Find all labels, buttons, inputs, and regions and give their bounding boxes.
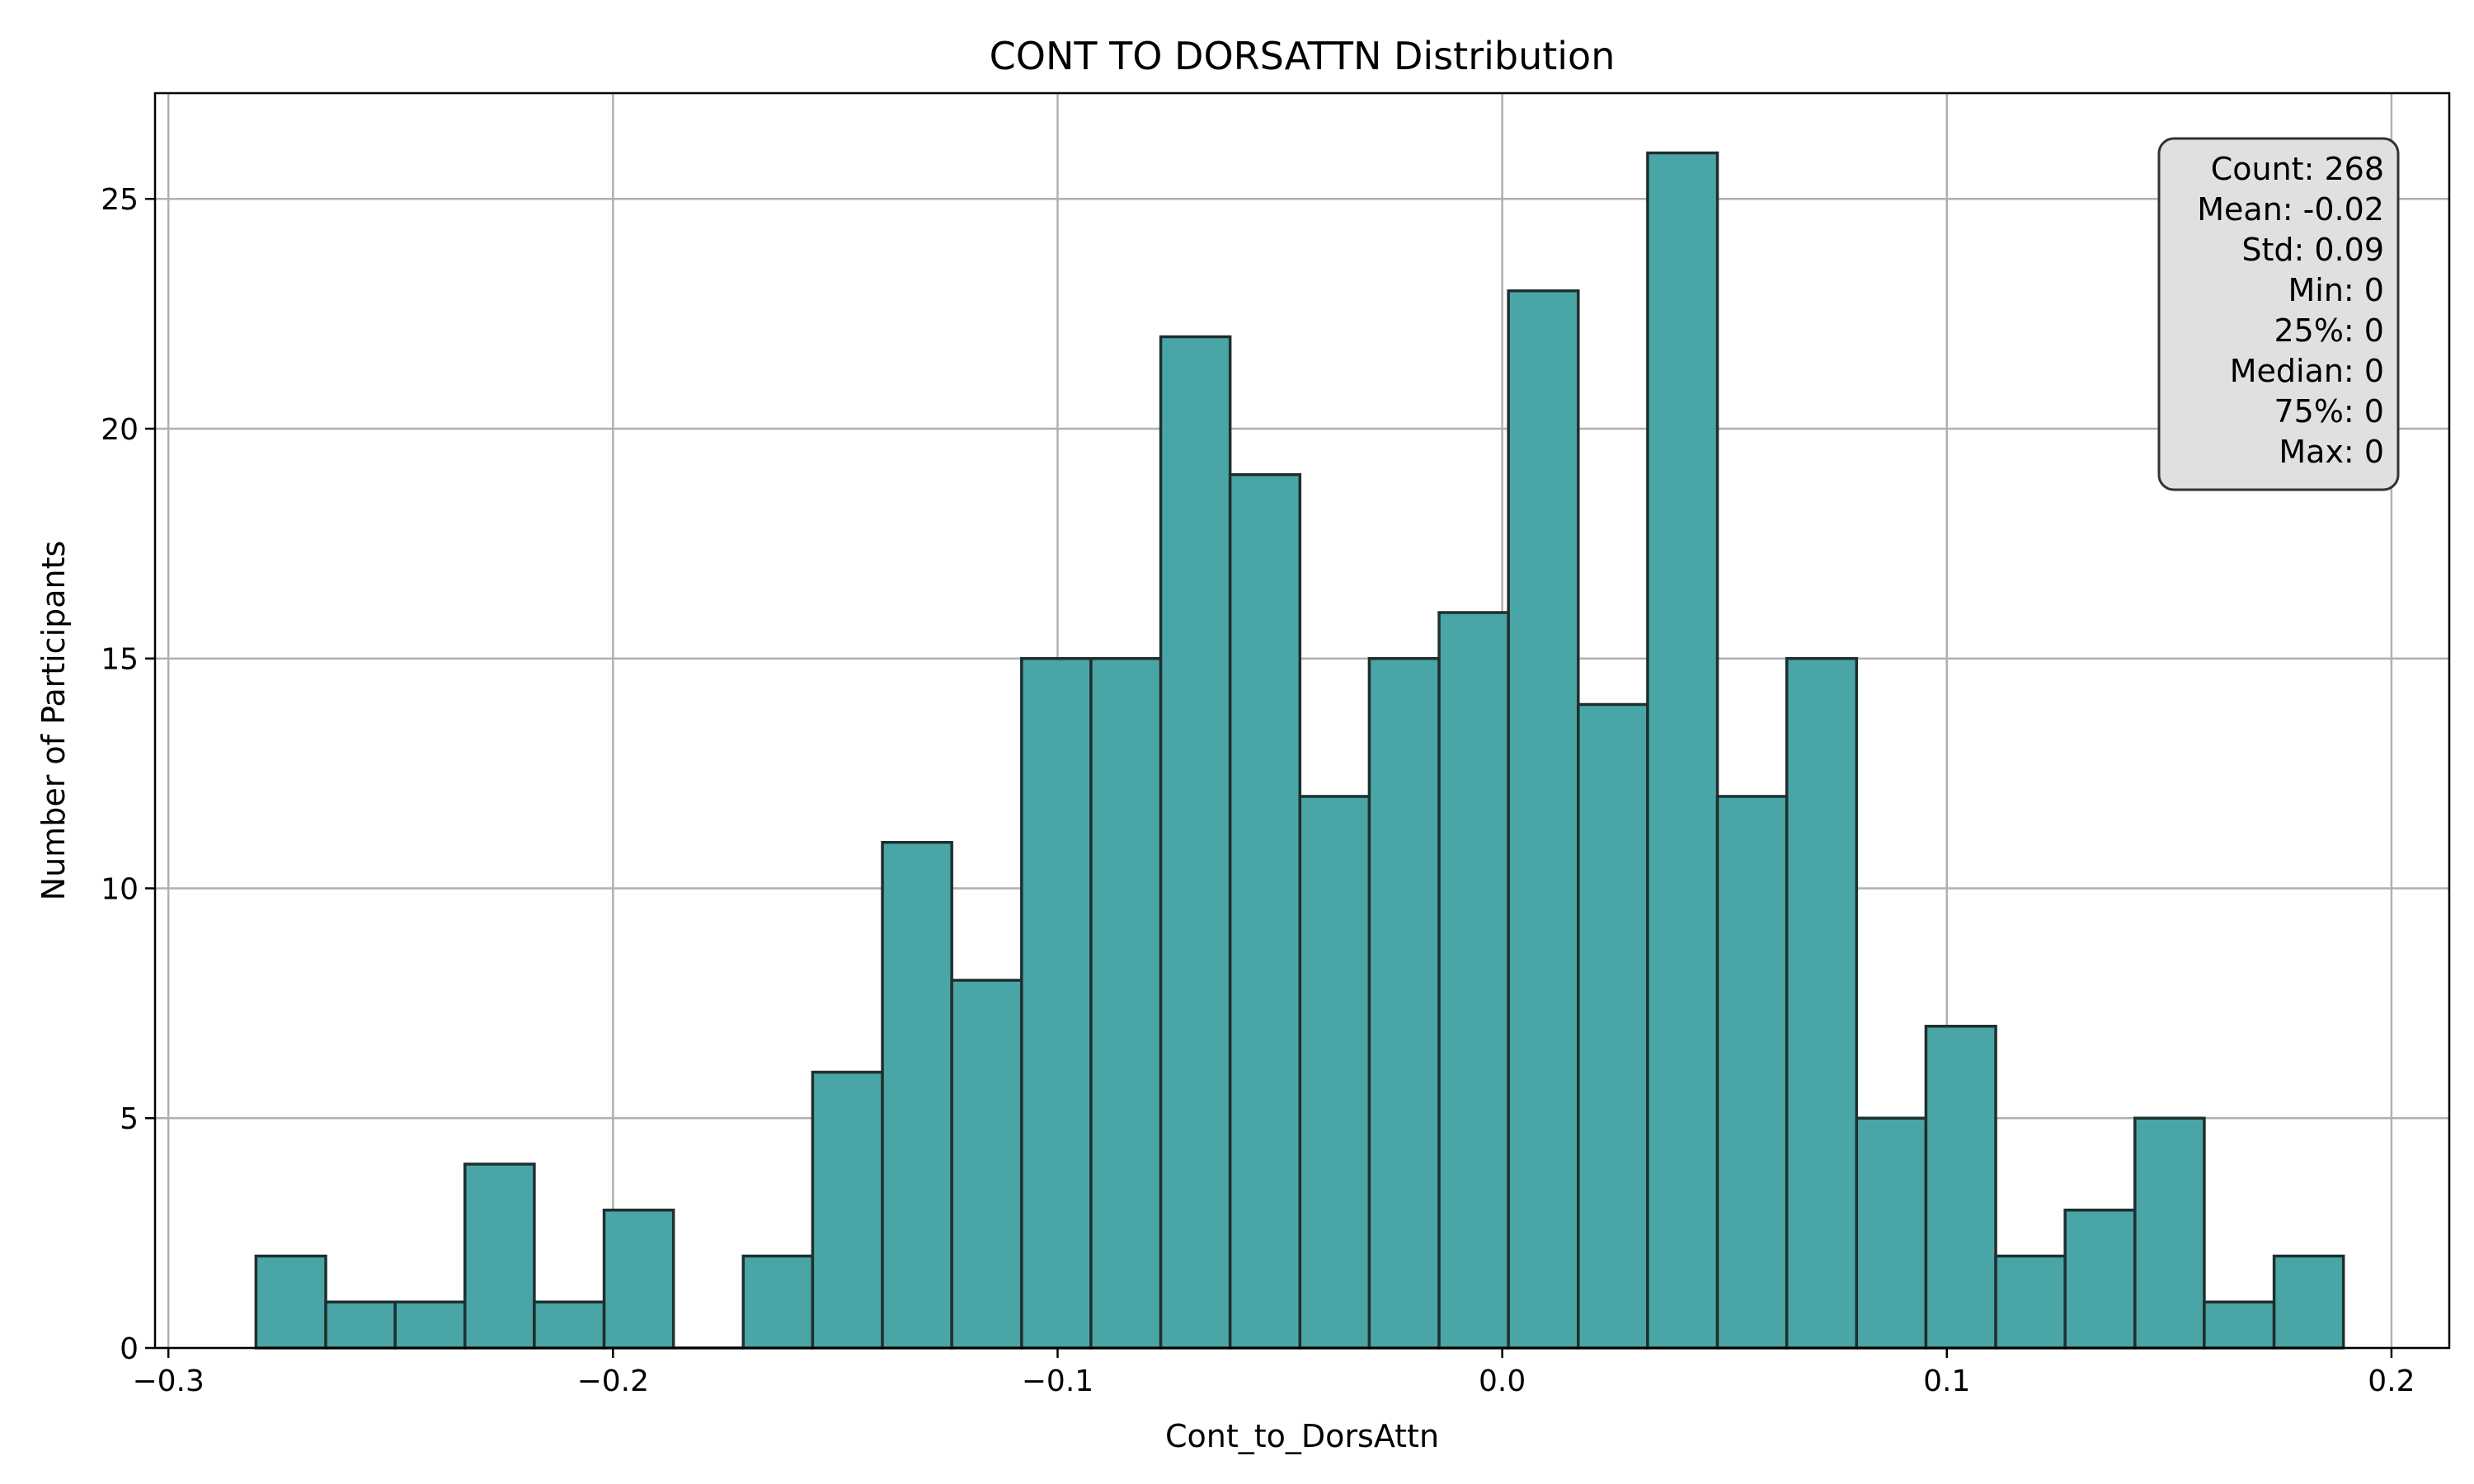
stats-box-line: Min: 0 bbox=[2288, 272, 2385, 308]
histogram-bar bbox=[881, 840, 953, 1350]
histogram-bar bbox=[254, 1254, 327, 1350]
y-axis-label: Number of Participants bbox=[35, 541, 72, 901]
x-tick-label: −0.2 bbox=[577, 1364, 649, 1398]
histogram-bar bbox=[741, 1254, 815, 1350]
stats-box-line: Median: 0 bbox=[2230, 353, 2384, 389]
chart-title: CONT TO DORSATTN Distribution bbox=[990, 34, 1616, 78]
histogram-bar bbox=[1715, 795, 1789, 1350]
histogram-bar bbox=[1437, 611, 1510, 1350]
histogram-bar bbox=[463, 1162, 536, 1350]
histogram-bar bbox=[533, 1300, 606, 1350]
y-tick-label: 25 bbox=[101, 183, 139, 217]
histogram-bar bbox=[1228, 472, 1302, 1350]
stats-box-line: 25%: 0 bbox=[2274, 312, 2384, 349]
stats-box-line: 75%: 0 bbox=[2274, 393, 2384, 430]
histogram-bar bbox=[811, 1070, 884, 1350]
histogram-bar bbox=[1577, 702, 1649, 1350]
histogram-bar bbox=[1367, 656, 1441, 1350]
stats-box-line: Max: 0 bbox=[2279, 434, 2384, 470]
y-tick-label: 5 bbox=[120, 1102, 139, 1136]
x-tick-label: 0.2 bbox=[2368, 1364, 2415, 1398]
stats-box-background bbox=[2157, 137, 2400, 491]
stats-box-line: Count: 268 bbox=[2211, 151, 2384, 187]
x-tick-label: −0.3 bbox=[132, 1364, 204, 1398]
histogram-bar bbox=[1507, 289, 1580, 1350]
y-tick-label: 0 bbox=[120, 1332, 139, 1366]
histogram-bar bbox=[950, 979, 1023, 1350]
histogram-bar bbox=[1855, 1116, 1928, 1350]
histogram-bars bbox=[254, 151, 2345, 1350]
x-axis-label: Cont_to_DorsAttn bbox=[1165, 1418, 1439, 1454]
x-tick-label: −0.1 bbox=[1022, 1364, 1094, 1398]
plot-frame bbox=[153, 92, 2451, 1350]
x-axis-ticks: −0.3 −0.2 −0.1 0.0 0.1 0.2 bbox=[132, 1348, 2415, 1398]
histogram-bar bbox=[2063, 1208, 2137, 1350]
stats-box-line: Mean: -0.02 bbox=[2197, 191, 2384, 228]
stats-box-line: Std: 0.09 bbox=[2241, 232, 2384, 268]
histogram-bar bbox=[2272, 1254, 2345, 1350]
x-tick-label: 0.0 bbox=[1479, 1364, 1526, 1398]
histogram-bar bbox=[1646, 151, 1719, 1350]
histogram-bar bbox=[324, 1300, 397, 1350]
histogram-bar bbox=[602, 1208, 675, 1350]
x-tick-label: 0.1 bbox=[1923, 1364, 1970, 1398]
histogram-bar bbox=[1020, 656, 1093, 1350]
histogram-bar bbox=[2133, 1116, 2206, 1350]
histogram-bar bbox=[1089, 656, 1163, 1350]
y-tick-label: 20 bbox=[101, 413, 139, 447]
histogram-bar bbox=[1994, 1254, 2067, 1350]
histogram-bar bbox=[2203, 1300, 2276, 1350]
histogram-bar bbox=[393, 1300, 467, 1350]
y-axis-ticks: 0 5 10 15 20 25 bbox=[101, 183, 155, 1366]
y-tick-label: 15 bbox=[101, 643, 139, 677]
y-tick-label: 10 bbox=[101, 872, 139, 906]
histogram-bar bbox=[1159, 335, 1232, 1350]
histogram-bar bbox=[1298, 795, 1371, 1350]
histogram-bar bbox=[1785, 656, 1859, 1350]
stats-box: Count: 268 Mean: -0.02 Std: 0.09 Min: 0 25%:… bbox=[2157, 137, 2400, 491]
histogram-bar bbox=[1924, 1024, 1997, 1350]
